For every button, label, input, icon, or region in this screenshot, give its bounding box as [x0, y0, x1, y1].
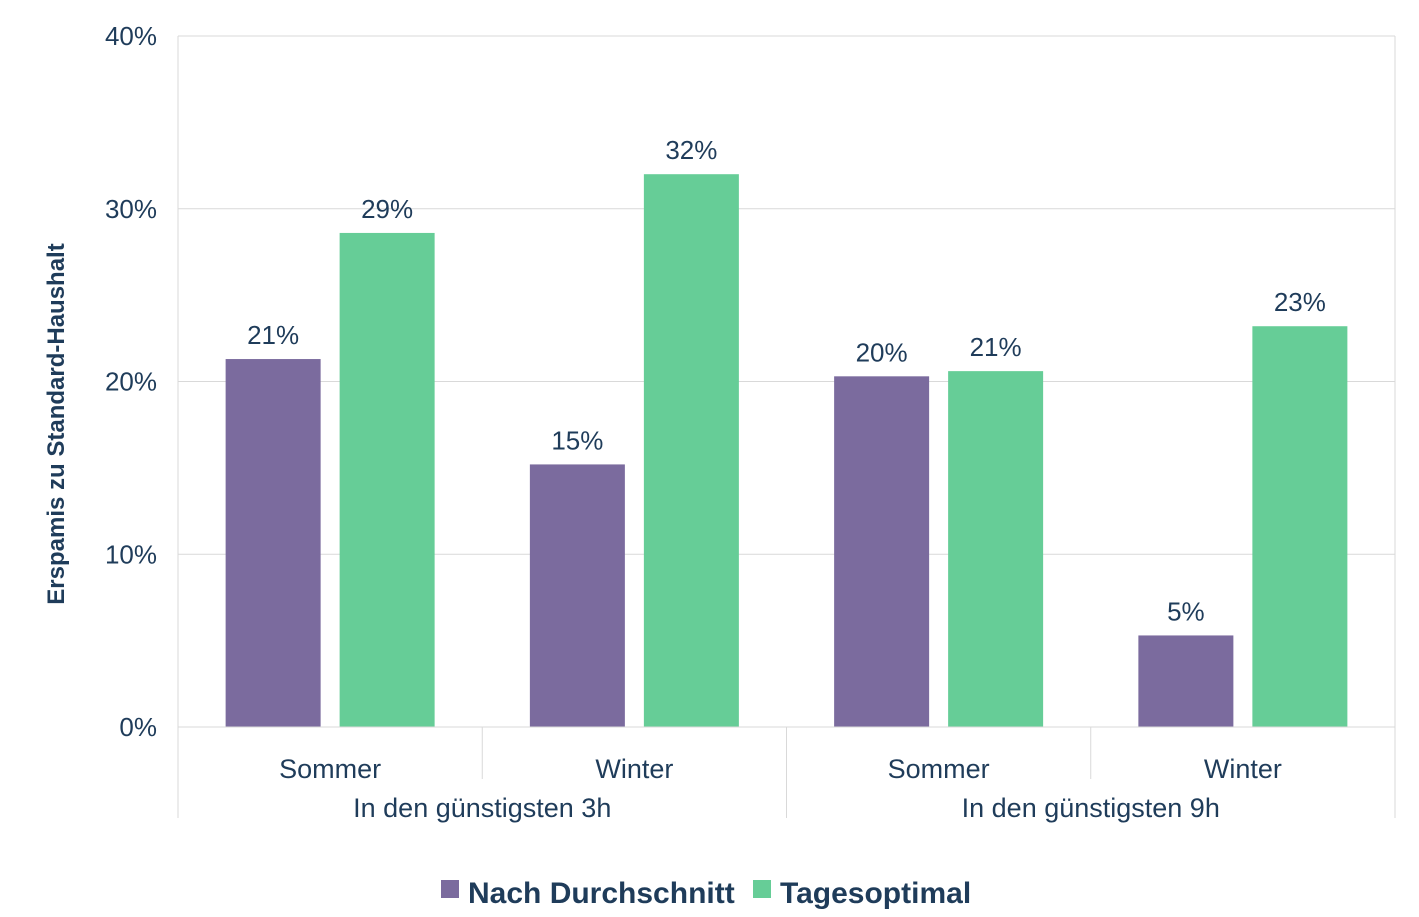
data-label: 32%: [665, 135, 717, 165]
y-tick-label: 0%: [119, 712, 157, 742]
data-labels: 21% 29% 15% 32% 20% 21% 5% 23%: [247, 135, 1326, 626]
y-axis-label: Erspamis zu Standard-Haushalt: [43, 243, 70, 604]
y-tick-label: 20%: [105, 367, 157, 397]
category-label: Sommer: [279, 754, 381, 784]
bar: [643, 174, 739, 727]
bar: [1138, 635, 1234, 727]
bars: [225, 174, 1348, 727]
data-label: 23%: [1274, 287, 1326, 317]
bar: [225, 359, 321, 727]
data-label: 29%: [361, 194, 413, 224]
group-label: In den günstigsten 9h: [962, 793, 1220, 823]
y-tick-label: 10%: [105, 539, 157, 569]
legend-swatch: [753, 880, 771, 898]
bar: [834, 376, 930, 727]
bar: [529, 464, 625, 727]
data-label: 5%: [1167, 596, 1205, 626]
legend-label: Nach Durchschnitt: [468, 877, 735, 910]
legend-label: Tagesoptimal: [780, 877, 971, 910]
category-label: Winter: [595, 754, 673, 784]
y-tick-label: 40%: [105, 21, 157, 51]
data-label: 20%: [856, 337, 908, 367]
data-label: 21%: [247, 320, 299, 350]
y-axis-ticks: 0% 10% 20% 30% 40%: [105, 21, 157, 742]
legend[interactable]: Nach Durchschnitt Tagesoptimal: [441, 877, 971, 910]
bar: [339, 232, 435, 727]
data-label: 21%: [970, 332, 1022, 362]
x-axis: Sommer Winter Sommer Winter In den günstigst…: [177, 726, 1396, 823]
data-label: 15%: [551, 425, 603, 455]
bar: [1252, 326, 1348, 727]
category-label: Winter: [1204, 754, 1282, 784]
y-tick-label: 30%: [105, 194, 157, 224]
bar: [948, 371, 1044, 727]
category-label: Sommer: [888, 754, 990, 784]
group-label: In den günstigsten 3h: [353, 793, 611, 823]
legend-swatch: [441, 880, 459, 898]
